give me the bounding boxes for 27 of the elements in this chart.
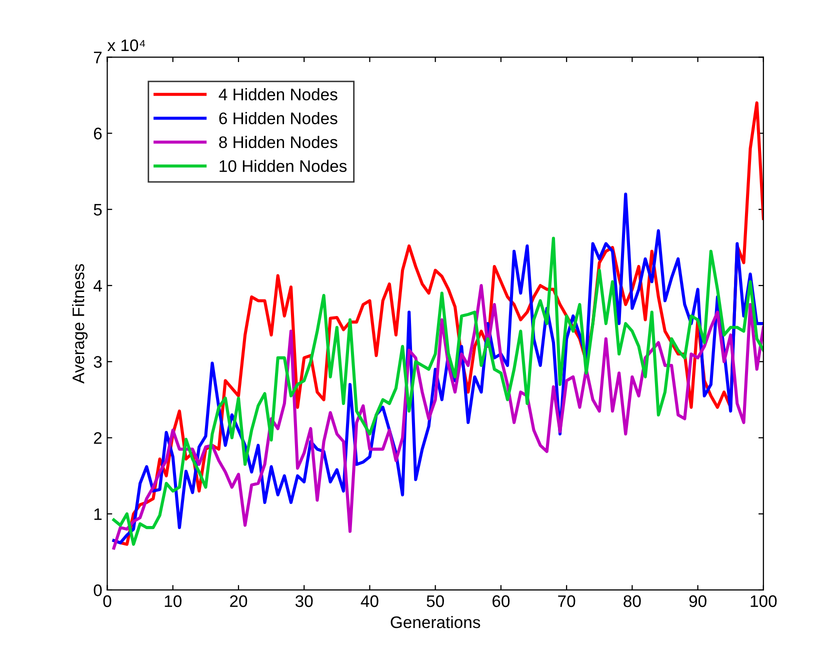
y-tick-label: 4 <box>94 280 102 292</box>
x-tick-label: 0 <box>103 595 112 608</box>
x-tick-label: 10 <box>164 595 182 608</box>
text: x 10⁴ <box>107 39 146 52</box>
x-tick-label: 60 <box>492 595 510 608</box>
y-tick-label: 3 <box>94 356 102 368</box>
line-series <box>112 284 764 550</box>
legend-label: 10 Hidden Nodes <box>220 160 347 172</box>
legend-label: 8 Hidden Nodes <box>219 136 338 148</box>
legend-label: 4 Hidden Nodes <box>218 88 338 100</box>
y-tick-label: 2 <box>94 432 102 444</box>
y-axis-title: Average Fitness <box>72 264 88 384</box>
y-tick-label: 5 <box>94 204 102 216</box>
y-tick-label: 7 <box>94 52 102 64</box>
x-tick-label: 40 <box>360 595 378 608</box>
legend-label: 6 Hidden Nodes <box>219 112 338 124</box>
x-tick-label: 30 <box>295 595 313 608</box>
y-tick-label: 6 <box>94 128 102 140</box>
y-tick-label: 0 <box>94 584 102 596</box>
x-tick-label: 70 <box>558 595 576 608</box>
x-tick-label: 100 <box>750 595 777 608</box>
x-tick-label: 20 <box>230 595 248 608</box>
x-tick-label: 80 <box>624 595 641 608</box>
y-tick-label: 1 <box>94 508 102 520</box>
x-tick-label: 50 <box>426 595 444 608</box>
x-axis-title: Generations <box>390 616 480 628</box>
x-tick-label: 90 <box>689 595 706 608</box>
